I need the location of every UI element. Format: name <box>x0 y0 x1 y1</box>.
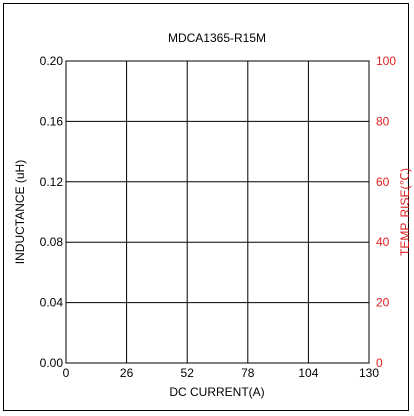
x-tick-labels: 0 26 52 78 104 130 <box>63 366 380 380</box>
y-axis-label: INDUCTANCE (uH) <box>13 160 27 264</box>
y-tick-label: 0.08 <box>40 235 64 249</box>
y2-tick-label: 20 <box>376 296 390 310</box>
y2-tick-label: 60 <box>376 175 390 189</box>
x-tick-label: 104 <box>298 366 318 380</box>
plot-area <box>65 60 370 364</box>
x-tick-label: 0 <box>63 366 70 380</box>
x-tick-label: 130 <box>359 366 379 380</box>
x-axis-label: DC CURRENT(A) <box>169 385 264 399</box>
x-tick-label: 78 <box>241 366 255 380</box>
x-tick-label: 26 <box>120 366 134 380</box>
chart-title: MDCA1365-R15M <box>168 31 266 45</box>
y-tick-label: 0.04 <box>40 296 64 310</box>
y2-tick-label: 100 <box>376 54 396 68</box>
x-tick-label: 52 <box>181 366 195 380</box>
y2-tick-label: 80 <box>376 114 390 128</box>
grid <box>66 61 369 363</box>
y-tick-label: 0.20 <box>40 54 64 68</box>
y2-tick-label: 0 <box>376 356 383 370</box>
y-tick-label: 0.16 <box>40 114 64 128</box>
y-tick-labels: 0.00 0.04 0.08 0.12 0.16 0.20 <box>40 54 64 370</box>
y2-tick-label: 40 <box>376 235 390 249</box>
y2-tick-labels: 0 20 40 60 80 100 <box>376 54 396 370</box>
y2-axis-label: TEMP. RISE(℃) <box>398 168 412 256</box>
y-tick-label: 0.00 <box>40 356 64 370</box>
chart-frame <box>3 3 409 411</box>
y-tick-label: 0.12 <box>40 175 64 189</box>
